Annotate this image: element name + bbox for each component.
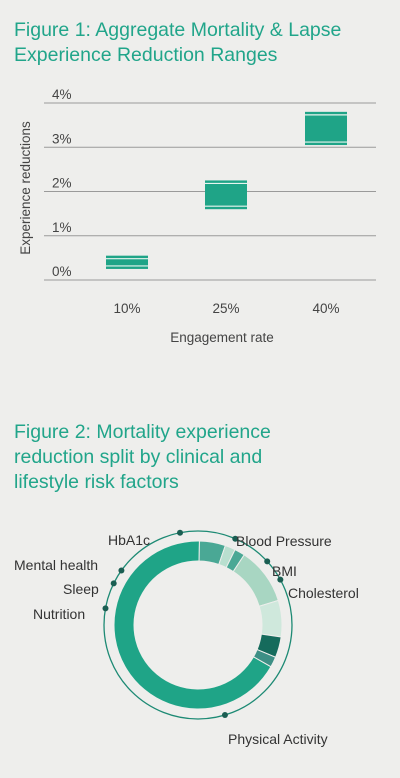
leader-dot: [102, 605, 109, 612]
donut-slice: [252, 648, 277, 668]
leader-dot: [177, 529, 184, 536]
figure1-boxes: [106, 111, 347, 269]
x-tick-label: 40%: [312, 301, 339, 316]
x-tick-label: 10%: [113, 301, 140, 316]
leader-dot: [264, 558, 271, 565]
slice-label: Cholesterol: [288, 585, 359, 601]
y-tick-label: 0%: [52, 264, 72, 279]
slice-label: BMI: [272, 563, 297, 579]
donut-slice: [258, 599, 283, 638]
y-tick-label: 3%: [52, 131, 72, 146]
figure1-y-ticks: 0% 1% 2% 3% 4%: [52, 87, 72, 279]
figure2-title-line2: reduction split by clinical and: [14, 446, 263, 468]
x-tick-label: 25%: [212, 301, 239, 316]
range-box: [205, 180, 247, 210]
range-box: [305, 111, 347, 146]
slice-label: Sleep: [63, 581, 99, 597]
figure1-title-line1: Figure 1: Aggregate Mortality & Lapse: [14, 19, 342, 41]
leader-dot: [221, 712, 228, 719]
y-tick-label: 2%: [52, 176, 72, 191]
figure2-leaders: [102, 529, 284, 719]
figure1-x-ticks: 10% 25% 40%: [113, 301, 339, 316]
figure1-y-axis-label: Experience reductions: [18, 121, 33, 255]
slice-label: Physical Activity: [228, 731, 328, 747]
slice-label: Blood Pressure: [236, 533, 332, 549]
leader-dot: [110, 580, 117, 587]
figure1-box-chart: 0% 1% 2% 3% 4% 10% 25% 40% Experience reductio…: [18, 87, 376, 345]
leader-dot: [277, 576, 284, 583]
figure2-slices: [103, 530, 293, 720]
figure2-title-line1: Figure 2: Mortality experience: [14, 421, 271, 443]
y-tick-label: 1%: [52, 220, 72, 235]
slice-label: Nutrition: [33, 606, 85, 622]
leader-dot: [232, 535, 239, 542]
leader-dot: [118, 567, 125, 574]
figure1-title-line2: Experience Reduction Ranges: [14, 44, 278, 66]
figure1-title: Figure 1: Aggregate Mortality & Lapse Ex…: [14, 18, 341, 68]
outer-ring: [103, 530, 293, 720]
figure2-title: Figure 2: Mortality experience reduction…: [14, 420, 271, 495]
y-tick-label: 4%: [52, 87, 72, 102]
slice-label: Mental health: [14, 557, 98, 573]
figure2-labels: Physical Activity Nutrition Sleep Mental he…: [14, 532, 359, 747]
figure2-title-line3: lifestyle risk factors: [14, 471, 179, 493]
slice-label: HbA1c: [108, 532, 150, 548]
figure1-x-axis-label: Engagement rate: [170, 330, 274, 345]
donut-slice: [113, 540, 272, 710]
